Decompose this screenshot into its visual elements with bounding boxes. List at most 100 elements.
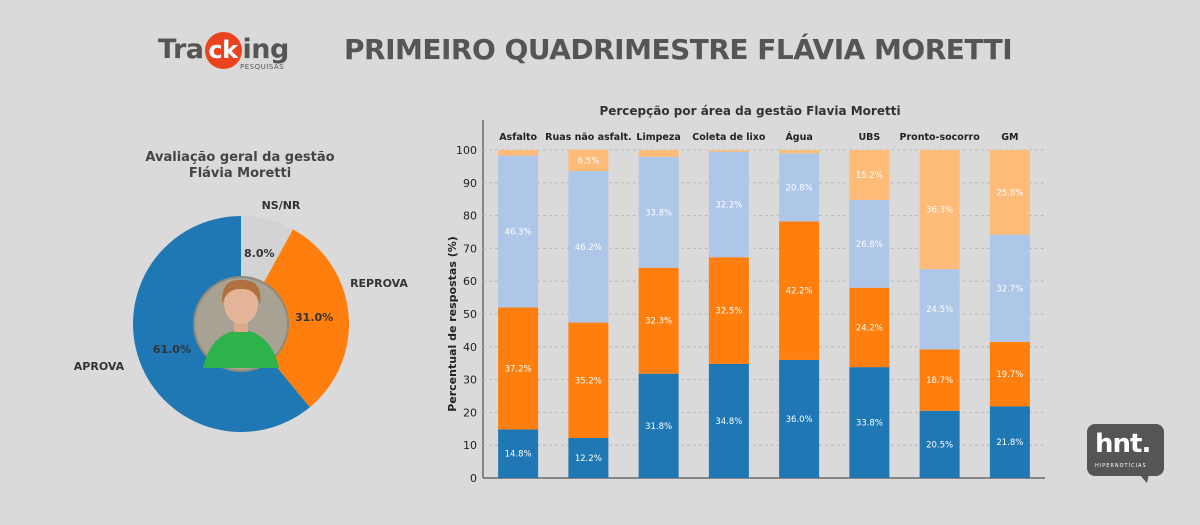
y-axis-label: Percentual de respostas (%)	[446, 236, 459, 412]
bar-value-label: 32.3%	[645, 317, 672, 327]
bar-segment	[989, 234, 1030, 342]
bar-segment	[849, 287, 890, 368]
bar-segment	[849, 367, 890, 478]
category-label: Água	[785, 131, 812, 143]
pie-value-label: 31.0%	[295, 311, 333, 324]
bar-value-label: 42.2%	[786, 287, 813, 297]
bar-segment	[638, 156, 679, 268]
bar-segment	[638, 150, 679, 157]
bar-value-label: 26.8%	[856, 240, 883, 250]
bar-value-label: 15.2%	[856, 171, 883, 181]
bar-segment	[989, 406, 1030, 478]
bar-segment	[779, 359, 820, 478]
pie-slice-reprova	[241, 229, 349, 408]
bar-value-label: 33.8%	[645, 208, 672, 218]
bar-value-label: 34.8%	[715, 417, 742, 427]
logo-text-end: ing	[242, 34, 290, 65]
logo-text-start: Tra	[158, 34, 204, 65]
logo-text-ck: ck	[204, 32, 242, 69]
y-tick-label: 0	[470, 472, 477, 485]
y-tick-label: 20	[463, 406, 477, 419]
bar-segment	[779, 150, 820, 154]
bar-segment	[919, 269, 960, 350]
category-label: Pronto-socorro	[900, 132, 981, 143]
watermark-subtitle: HIPERNOTÍCIAS	[1095, 463, 1147, 469]
bar-value-label: 35.2%	[575, 376, 602, 386]
bar-segment	[779, 153, 820, 222]
bar-segment	[989, 150, 1030, 235]
bar-segment	[989, 341, 1030, 407]
category-label: GM	[1001, 132, 1018, 143]
bar-value-label: 32.2%	[715, 200, 742, 210]
bar-segment	[919, 410, 960, 478]
pie-title-line2: Flávia Moretti	[188, 166, 292, 181]
bar-value-label: 24.2%	[856, 323, 883, 333]
bar-segment	[568, 149, 609, 171]
bar-value-label: 6.5%	[578, 156, 600, 166]
y-tick-label: 100	[456, 144, 477, 157]
y-tick-label: 70	[463, 242, 477, 255]
bar-segment	[638, 373, 679, 478]
bar-segment	[498, 429, 539, 478]
bar-segment	[568, 322, 609, 438]
logo-subtitle: PESQUISAS	[240, 63, 285, 71]
bar-value-label: 46.3%	[505, 228, 532, 238]
bar-value-label: 12.2%	[575, 454, 602, 464]
bar-segment	[568, 170, 609, 323]
y-tick-label: 40	[463, 341, 477, 354]
bar-segment	[708, 151, 749, 258]
bar-segment	[568, 437, 609, 478]
bar-value-label: 32.5%	[715, 307, 742, 317]
category-label: Ruas não asfalt.	[545, 132, 631, 143]
y-tick-label: 10	[463, 439, 477, 452]
category-label: Coleta de lixo	[692, 132, 766, 143]
speech-bubble-tail-icon	[1139, 474, 1149, 483]
bar-value-label: 31.8%	[645, 422, 672, 432]
bar-value-label: 37.2%	[505, 364, 532, 374]
y-tick-label: 80	[463, 210, 477, 223]
hipernoticias-watermark: hnt. HIPERNOTÍCIAS	[1087, 424, 1164, 483]
bar-segment	[498, 150, 539, 156]
bar-segment	[708, 257, 749, 364]
page-title: PRIMEIRO QUADRIMESTRE FLÁVIA MORETTI	[344, 33, 1013, 66]
bar-value-label: 18.7%	[926, 376, 953, 386]
bar-value-label: 33.8%	[856, 419, 883, 429]
bar-segment	[849, 199, 890, 288]
bar-chart-title: Percepção por área da gestão Flavia More…	[599, 104, 901, 118]
pie-value-label: 8.0%	[244, 247, 275, 260]
avatar-shirt	[203, 330, 279, 368]
bar-value-label: 20.8%	[786, 183, 813, 193]
bar-value-label: 19.7%	[996, 370, 1023, 380]
bar-value-label: 21.8%	[996, 438, 1023, 448]
avatar	[193, 276, 289, 372]
bar-value-label: 46.2%	[575, 243, 602, 253]
pie-category-label: REPROVA	[350, 277, 408, 290]
bar-segment	[498, 307, 539, 430]
y-tick-label: 30	[463, 374, 477, 387]
pie-chart-title: Avaliação geral da gestão Flávia Moretti	[120, 150, 360, 182]
avatar-hair	[221, 279, 261, 304]
bar-segment	[919, 349, 960, 411]
bar-value-label: 25.8%	[996, 188, 1023, 198]
bar-segment	[708, 150, 749, 152]
bar-value-label: 32.7%	[996, 284, 1023, 294]
category-label: Limpeza	[636, 132, 680, 143]
bar-segment	[919, 150, 960, 270]
pie-category-label: APROVA	[74, 360, 125, 373]
bar-segment	[638, 267, 679, 374]
bar-value-label: 24.5%	[926, 305, 953, 315]
y-tick-label: 50	[463, 308, 477, 321]
bar-value-label: 36.3%	[926, 206, 953, 216]
pie-category-label: NS/NR	[262, 199, 301, 212]
bar-value-label: 36.0%	[786, 415, 813, 425]
bar-value-label: 14.8%	[505, 450, 532, 460]
bar-segment	[779, 221, 820, 360]
avatar-face	[224, 284, 258, 324]
tracking-logo: Tra ck ing PESQUISAS	[158, 30, 298, 78]
watermark-text: hnt.	[1095, 429, 1151, 459]
pie-title-line1: Avaliação geral da gestão	[145, 150, 335, 165]
y-tick-label: 60	[463, 275, 477, 288]
bar-segment	[849, 150, 890, 200]
